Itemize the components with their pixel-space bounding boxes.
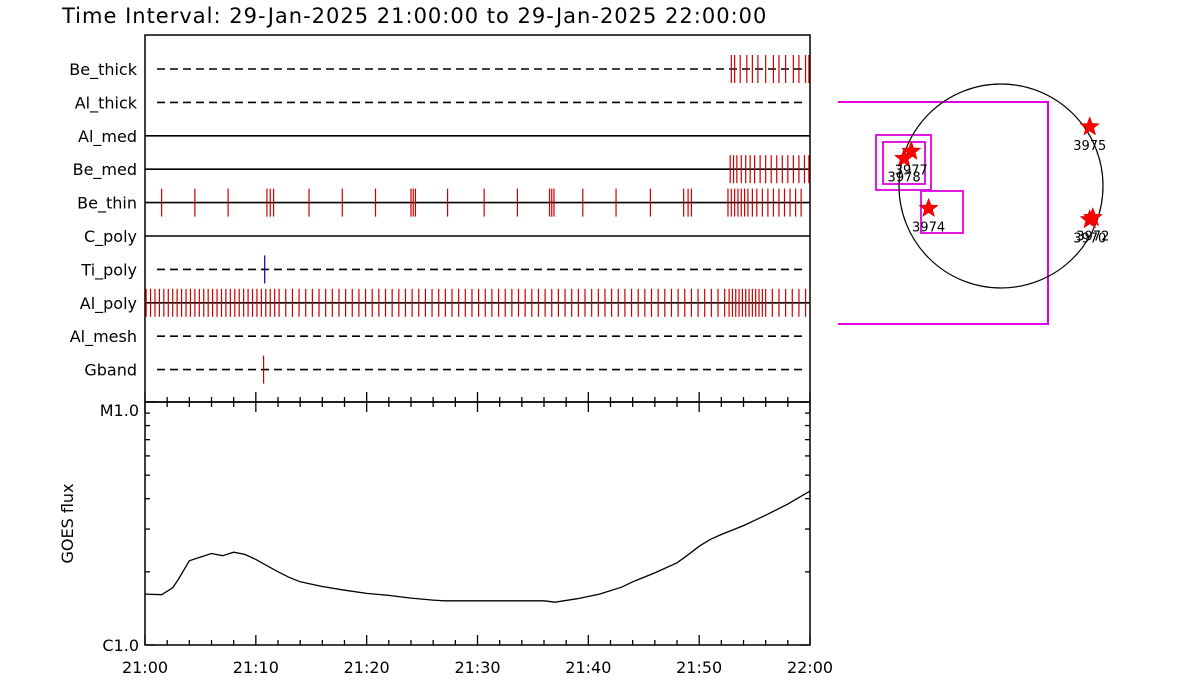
x-tick-label: 22:00: [787, 658, 833, 677]
y-tick-label: M1.0: [100, 401, 139, 420]
active-region-star: [918, 197, 939, 218]
goes-frame: [144, 401, 811, 646]
y-axis-label: GOES flux: [58, 483, 77, 563]
fov-box-small: [882, 141, 926, 185]
y-tick-label: C1.0: [102, 636, 139, 655]
channel-label: Al_mesh: [70, 327, 137, 347]
timeline-panel: Be_thick Al_thick Al_med Be_med Be_thin C_pol…: [69, 34, 811, 403]
channel-label: Gband: [84, 361, 137, 380]
active-region-label: 3972: [1076, 230, 1109, 245]
title: Time Interval: 29-Jan-2025 21:00:00 to 2…: [62, 4, 768, 28]
channel-label: Al_thick: [75, 93, 138, 113]
active-region-label: 3974: [912, 220, 945, 235]
active-region-star: [893, 147, 915, 168]
goes-panel: 21:00 21:10 21:20 21:30 21:40 21:50 22:00 C1.0 M…: [58, 401, 833, 677]
x-tick-label: 21:30: [454, 658, 500, 677]
fov-box-small: [875, 134, 932, 191]
x-tick-label: 21:50: [676, 658, 722, 677]
active-region-star: [1079, 116, 1100, 136]
fov-box-large: [838, 101, 1049, 325]
active-region-label: 3978: [888, 170, 921, 185]
active-region-star: [1082, 206, 1103, 227]
x-tick-label: 21:10: [233, 658, 279, 677]
fov-box-small: [920, 190, 964, 234]
channel-label: Ti_poly: [80, 260, 137, 280]
active-region-label: 3970: [1073, 232, 1106, 247]
active-region-label: 3975: [1073, 139, 1106, 154]
x-tick-label: 21:00: [122, 658, 168, 677]
channel-label: Be_thick: [69, 60, 137, 80]
x-tick-label: 21:40: [565, 658, 611, 677]
channel-label: C_poly: [84, 227, 137, 247]
channel-label: Be_med: [73, 160, 137, 180]
x-tick-label: 21:20: [344, 658, 390, 677]
timeline-frame: [144, 34, 811, 403]
channel-label: Al_poly: [80, 294, 137, 314]
active-region-label: 3977: [895, 163, 928, 178]
channel-label: Al_med: [78, 127, 137, 147]
solar-limb: [898, 83, 1104, 289]
goes-flux-line: [144, 490, 811, 603]
channel-label: Be_thin: [77, 194, 137, 214]
